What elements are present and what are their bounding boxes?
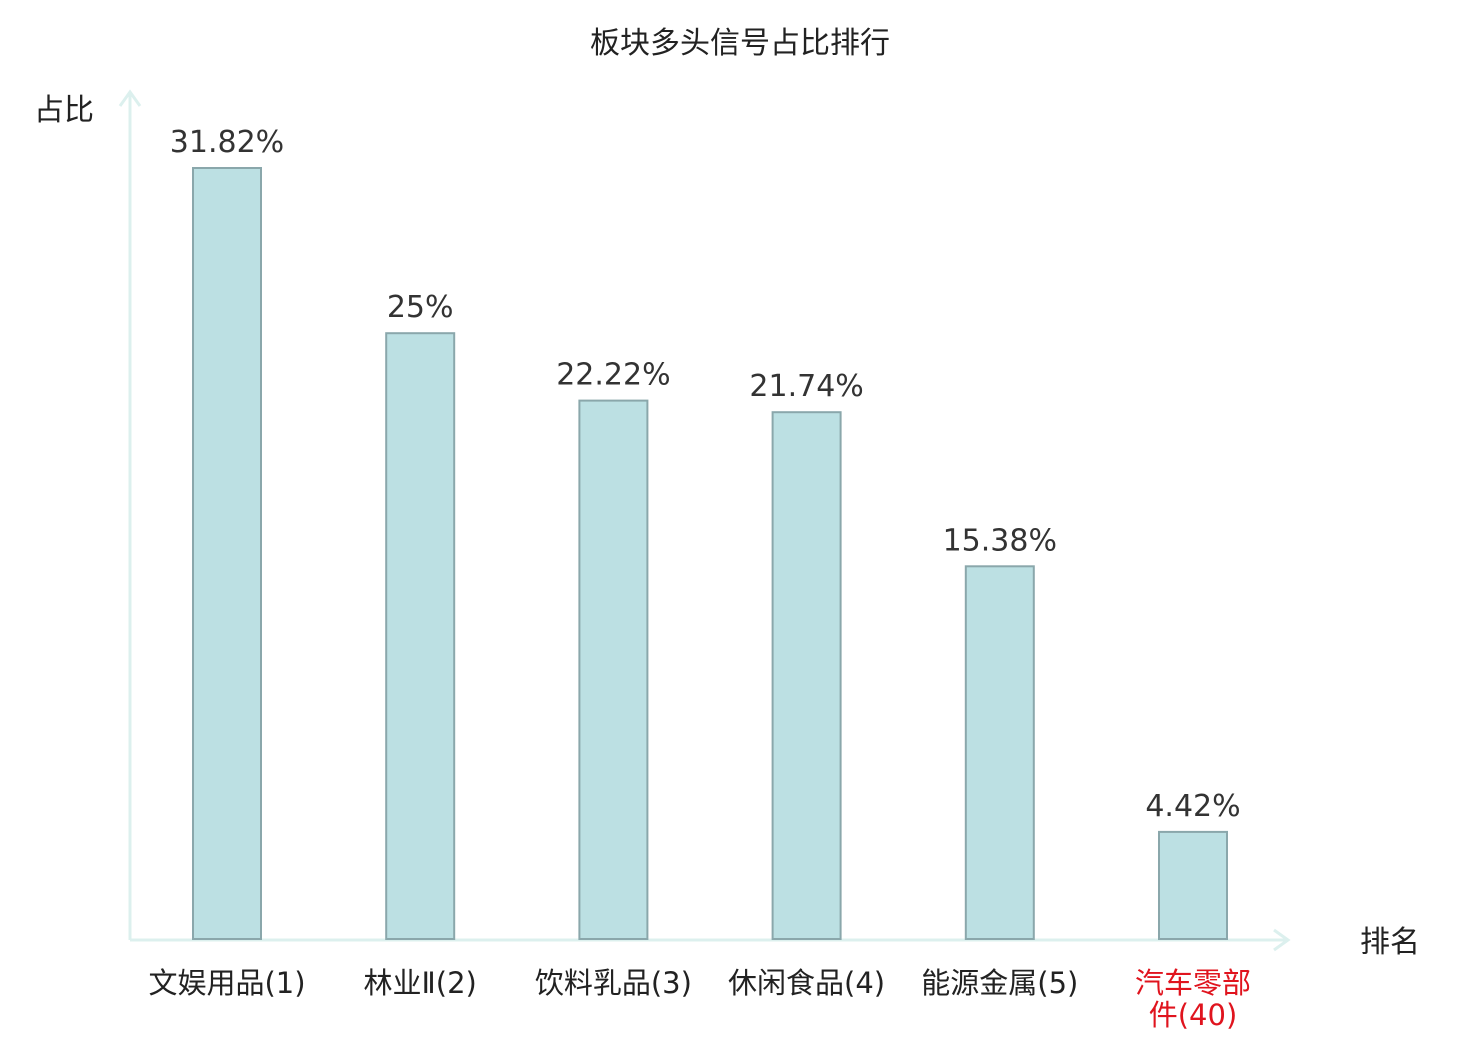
bar-value-label: 15.38% xyxy=(943,523,1057,558)
x-tick-label: 能源金属(5) xyxy=(921,966,1078,1000)
y-axis-arrow xyxy=(118,89,142,107)
bar-value-label: 21.74% xyxy=(749,369,863,404)
bar-value-label: 22.22% xyxy=(556,358,670,393)
x-tick-label: 饮料乳品(3) xyxy=(535,966,692,1000)
bar-value-label: 4.42% xyxy=(1145,789,1240,824)
x-tick-label: 汽车零部 xyxy=(1135,966,1251,1000)
bar-value-label: 25% xyxy=(387,290,454,325)
x-tick-label: 件(40) xyxy=(1149,998,1238,1032)
bars-group: 31.82% 文娱用品(1) 25% 林业Ⅱ(2) 22.22% 饮料乳品(3) 21.74… xyxy=(148,125,1251,1032)
x-tick-label: 文娱用品(1) xyxy=(148,966,305,1000)
bar xyxy=(578,399,649,941)
bar xyxy=(771,411,842,940)
y-axis-label: 占比 xyxy=(34,93,94,128)
x-axis-label: 排名 xyxy=(1360,925,1420,960)
bar xyxy=(964,565,1035,940)
x-tick-label: 林业Ⅱ(2) xyxy=(364,966,477,1000)
x-axis-arrow xyxy=(1273,928,1291,952)
bar xyxy=(385,332,456,940)
chart-title: 板块多头信号占比排行 xyxy=(590,26,890,61)
bar xyxy=(1158,830,1228,941)
bar xyxy=(192,167,262,940)
bar-value-label: 31.82% xyxy=(170,125,284,160)
x-tick-label: 休闲食品(4) xyxy=(728,966,885,1000)
